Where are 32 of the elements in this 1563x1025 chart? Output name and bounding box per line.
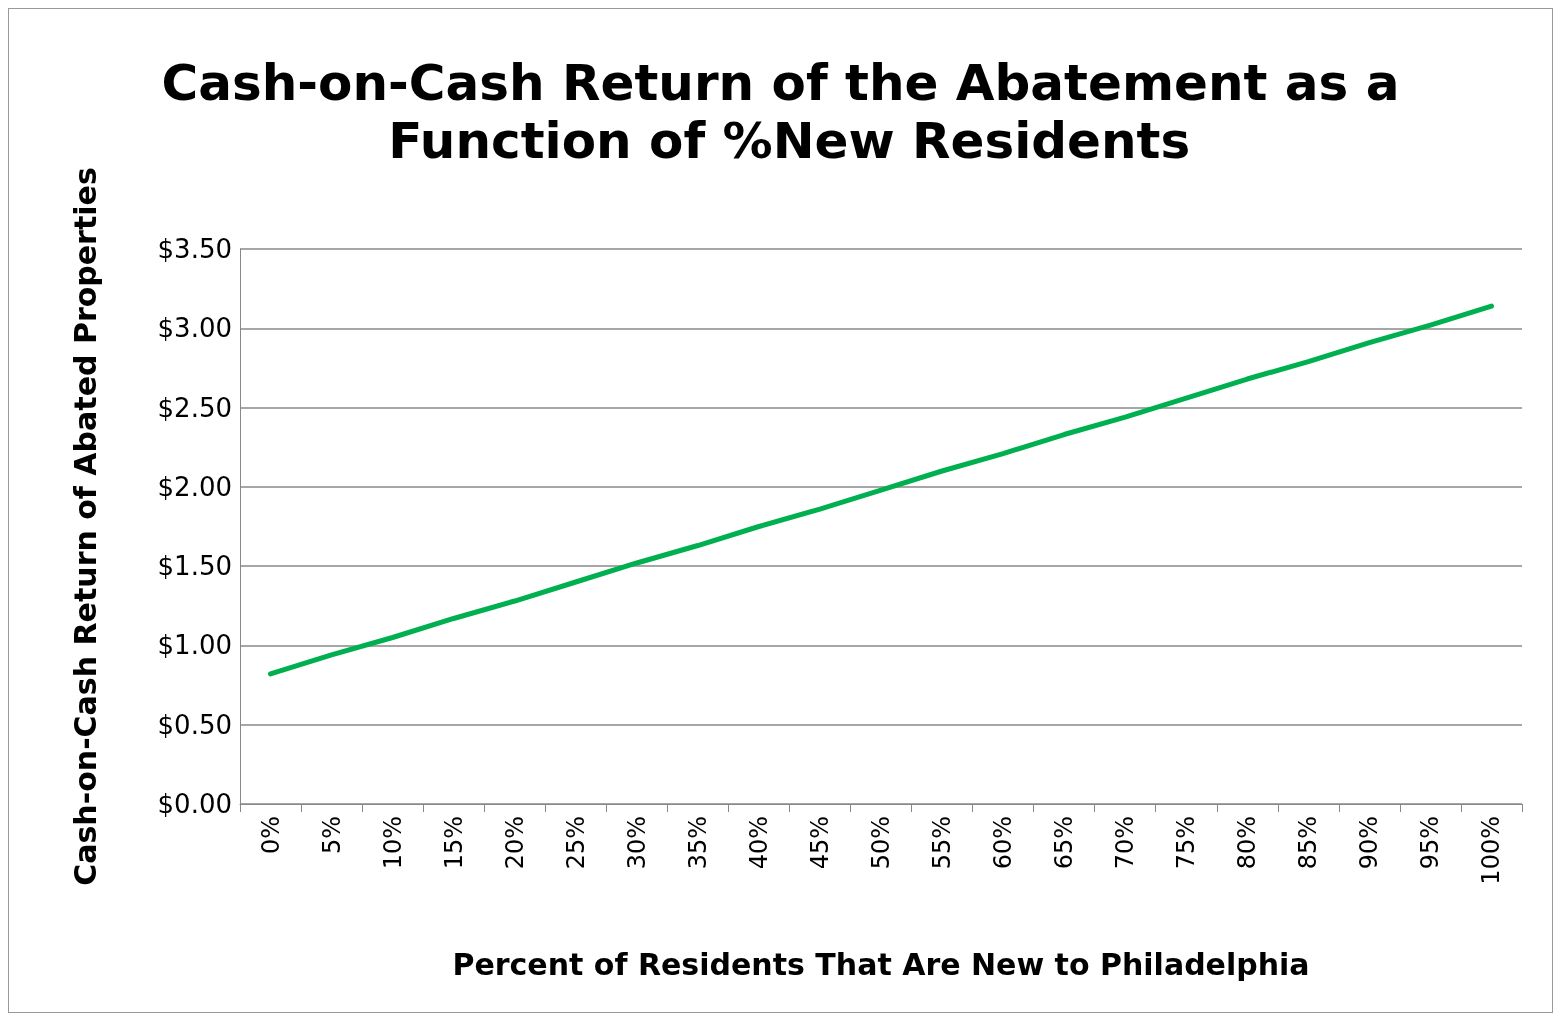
x-tick-label: 20%: [500, 816, 529, 870]
chart-title: Cash-on-Cash Return of the Abatement as a Function of %New Residents: [161, 54, 1400, 170]
x-tick-label: 100%: [1477, 816, 1506, 885]
x-tick-label: 35%: [683, 816, 712, 870]
x-tick-label: 25%: [561, 816, 590, 870]
x-tick-label: 65%: [1050, 816, 1079, 870]
x-tick-label: 95%: [1416, 816, 1445, 870]
x-tick-label: 5%: [317, 816, 346, 855]
y-tick-label: $3.50: [157, 234, 232, 264]
x-tick-label: 80%: [1233, 816, 1262, 870]
x-tick-label: 10%: [378, 816, 407, 870]
x-tick-label: 50%: [867, 816, 895, 870]
y-tick-label: $0.50: [157, 709, 232, 740]
y-tick-label: $2.50: [157, 392, 232, 423]
y-tick-label: $3.00: [157, 313, 232, 344]
x-tick-label: 45%: [805, 816, 834, 870]
y-tick-label: $1.50: [157, 551, 232, 582]
y-tick-label: $2.00: [157, 471, 232, 502]
x-tick-label: 0%: [256, 816, 285, 855]
x-tick-label: 75%: [1172, 816, 1201, 870]
x-tick-label: 90%: [1355, 816, 1384, 870]
x-tick-label: 70%: [1111, 816, 1140, 870]
x-tick-label: 30%: [622, 816, 651, 870]
x-tick-label: 40%: [744, 816, 773, 870]
x-axis-title: Percent of Residents That Are New to Philadelphia: [452, 946, 1310, 982]
x-tick-label: 60%: [989, 816, 1018, 870]
x-tick-label: 55%: [928, 816, 957, 870]
y-axis-title: Cash-on-Cash Return of Abated Properties: [67, 167, 103, 886]
x-tick-label: 85%: [1294, 816, 1323, 870]
y-tick-label: $0.00: [157, 789, 232, 819]
y-tick-label: $1.00: [157, 630, 232, 661]
x-tick-label: 15%: [439, 816, 468, 870]
